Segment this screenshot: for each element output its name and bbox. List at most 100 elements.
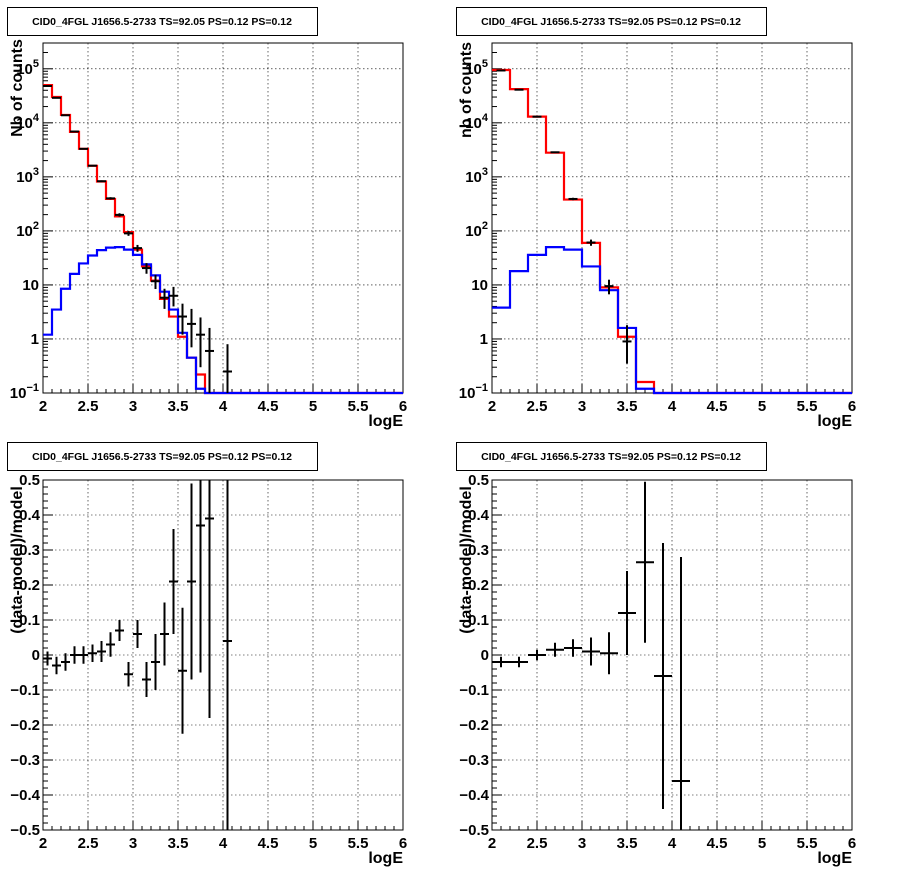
y-tick-label: −0.3 — [10, 752, 40, 769]
x-tick-label: 6 — [399, 398, 407, 415]
x-axis: 2 2.5 3 3.5 4 4.5 5 5.5 6 — [488, 480, 856, 852]
chart-panel-3: CID0_4FGL J1656.5-2733 TS=92.05 PS=0.12 … — [7, 442, 407, 867]
y-tick-label: 103 — [16, 166, 39, 186]
y-tick-label: 103 — [465, 166, 488, 186]
x-tick-label: 5 — [309, 398, 317, 415]
y-tick-label: 105 — [16, 58, 39, 78]
x-tick-label: 5.5 — [797, 835, 818, 852]
chart-panel-4: CID0_4FGL J1656.5-2733 TS=92.05 PS=0.12 … — [456, 442, 856, 867]
chart-title: CID0_4FGL J1656.5-2733 TS=92.05 PS=0.12 … — [32, 451, 292, 463]
residual-points — [492, 481, 690, 830]
y-tick-label: 102 — [465, 220, 488, 240]
y-tick-label: 1 — [31, 331, 39, 348]
y-tick-label: 0.1 — [468, 612, 489, 629]
y-tick-label: 0.5 — [19, 472, 40, 489]
x-axis: 2 2.5 3 3.5 4 4.5 5 5.5 6 — [39, 480, 407, 852]
y-tick-label: 0.4 — [19, 507, 41, 524]
x-tick-label: 3 — [129, 835, 137, 852]
x-tick-label: 5 — [309, 835, 317, 852]
y-axis: 10−1 1 10 102 103 104 105 — [459, 52, 852, 402]
x-tick-label: 4.5 — [707, 398, 728, 415]
x-tick-label: 4 — [668, 398, 677, 415]
y-axis-label: Nb of counts — [9, 39, 26, 137]
y-tick-label: −0.5 — [459, 822, 489, 839]
x-tick-label: 5 — [758, 398, 766, 415]
y-tick-label: 105 — [465, 58, 488, 78]
data-points — [496, 69, 632, 364]
chart-panel-2: CID0_4FGL J1656.5-2733 TS=92.05 PS=0.12 … — [456, 7, 856, 430]
histogram-series-2 — [43, 246, 403, 395]
y-axis: 0.5 0.4 0.3 0.2 0.1 0 −0.1 −0.2 −0.3 −0.4 −0.5 — [459, 472, 852, 839]
plot-frame — [42, 42, 404, 394]
x-tick-label: 2.5 — [78, 835, 99, 852]
plot-frame — [491, 42, 853, 394]
x-tick-label: 4.5 — [258, 835, 279, 852]
y-tick-label: 10 — [471, 277, 488, 294]
y-tick-label: 1 — [480, 331, 488, 348]
x-axis: 2 2.5 3 3.5 4 4.5 5 5.5 6 — [39, 43, 407, 415]
y-tick-label: −0.1 — [459, 682, 489, 699]
x-tick-label: 3.5 — [617, 398, 638, 415]
y-tick-label: 10−1 — [10, 382, 39, 402]
y-tick-label: 10−1 — [459, 382, 488, 402]
y-tick-label: 104 — [16, 112, 40, 132]
x-tick-label: 3.5 — [168, 835, 189, 852]
x-tick-label: 4 — [668, 835, 677, 852]
x-axis: 2 2.5 3 3.5 4 4.5 5 5.5 6 — [488, 43, 856, 415]
y-tick-label: 0.4 — [468, 507, 490, 524]
x-tick-label: 5.5 — [348, 835, 369, 852]
x-tick-label: 4.5 — [707, 835, 728, 852]
x-tick-label: 4.5 — [258, 398, 279, 415]
x-tick-label: 3 — [578, 835, 586, 852]
x-tick-label: 3 — [129, 398, 137, 415]
y-tick-label: 0.5 — [468, 472, 489, 489]
chart-title: CID0_4FGL J1656.5-2733 TS=92.05 PS=0.12 … — [32, 16, 292, 28]
x-axis-label: logE — [817, 850, 852, 867]
title-box — [456, 442, 767, 471]
x-tick-label: 2 — [488, 835, 496, 852]
y-tick-label: −0.4 — [10, 787, 40, 804]
y-tick-label: −0.5 — [10, 822, 40, 839]
y-tick-label: −0.3 — [459, 752, 489, 769]
x-tick-label: 5 — [758, 835, 766, 852]
x-tick-label: 2 — [39, 835, 47, 852]
chart-title: CID0_4FGL J1656.5-2733 TS=92.05 PS=0.12 … — [481, 451, 741, 463]
y-tick-label: 10 — [22, 277, 39, 294]
x-tick-label: 3.5 — [617, 835, 638, 852]
y-tick-label: 0 — [32, 647, 40, 664]
y-axis: 10−1 1 10 102 103 104 105 — [10, 52, 403, 402]
x-tick-label: 6 — [848, 835, 856, 852]
x-tick-label: 2 — [39, 398, 47, 415]
y-tick-label: 0.2 — [19, 577, 40, 594]
x-tick-label: 3.5 — [168, 398, 189, 415]
y-tick-label: 102 — [16, 220, 39, 240]
chart-panel-1: CID0_4FGL J1656.5-2733 TS=92.05 PS=0.12 … — [7, 7, 407, 430]
residual-points — [43, 480, 232, 830]
x-axis-label: logE — [368, 413, 403, 430]
x-tick-label: 4 — [219, 398, 228, 415]
y-axis-label: (data-model)/model — [458, 486, 475, 634]
y-tick-label: −0.1 — [10, 682, 40, 699]
y-axis-label: (data-model)/model — [9, 486, 26, 634]
x-tick-label: 4 — [219, 835, 228, 852]
chart-title: CID0_4FGL J1656.5-2733 TS=92.05 PS=0.12 … — [481, 16, 741, 28]
x-axis-label: logE — [817, 413, 852, 430]
x-tick-label: 6 — [848, 398, 856, 415]
y-tick-label: −0.2 — [10, 717, 40, 734]
y-tick-label: 104 — [465, 112, 489, 132]
y-tick-label: 0.2 — [468, 577, 489, 594]
y-axis-label: nb of counts — [458, 42, 475, 138]
x-tick-label: 5.5 — [797, 398, 818, 415]
x-tick-label: 2.5 — [78, 398, 99, 415]
x-tick-label: 6 — [399, 835, 407, 852]
x-tick-label: 2 — [488, 398, 496, 415]
x-tick-label: 2.5 — [527, 835, 548, 852]
y-tick-label: 0 — [481, 647, 489, 664]
y-tick-label: 0.3 — [19, 542, 40, 559]
x-tick-label: 3 — [578, 398, 586, 415]
title-box — [456, 7, 767, 36]
title-box — [7, 442, 318, 471]
y-tick-label: 0.3 — [468, 542, 489, 559]
y-tick-label: −0.4 — [459, 787, 489, 804]
